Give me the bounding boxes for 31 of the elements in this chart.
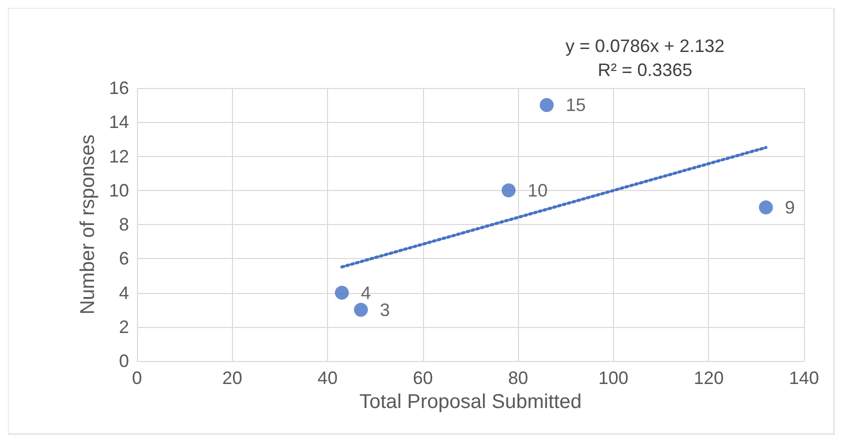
data-label: 15 — [566, 95, 586, 116]
point — [334, 286, 349, 300]
y-tick-label: 8 — [118, 214, 129, 234]
x-axis-title: Total Proposal Submitted — [359, 390, 582, 413]
x-tick-label: 140 — [788, 368, 820, 388]
y-tick-label: 2 — [118, 316, 129, 337]
y-tick-label: 10 — [108, 180, 129, 200]
text: y = 0.0786x + 2.132 — [565, 36, 725, 56]
point — [540, 98, 554, 112]
y-tick-label: 16 — [108, 78, 129, 98]
data-label: 9 — [784, 197, 795, 218]
x-tick-label: 40 — [318, 368, 338, 388]
x-tick-label: 60 — [412, 368, 433, 388]
text: R² = 0.3365 — [598, 60, 692, 80]
data-label: 3 — [380, 300, 390, 320]
x-tick-label: 100 — [598, 368, 628, 388]
x-tick-label: 0 — [132, 368, 142, 388]
data-label: 4 — [360, 282, 371, 303]
point — [502, 183, 516, 198]
x-tick-label: 80 — [508, 368, 528, 388]
data-label: 10 — [528, 180, 548, 200]
y-tick-label: 14 — [108, 112, 129, 132]
y-tick-label: 6 — [118, 248, 129, 269]
y-tick-label: 0 — [118, 351, 129, 371]
point — [758, 200, 773, 214]
x-tick-label: 20 — [222, 368, 242, 388]
y-tick-label: 12 — [108, 146, 129, 166]
y-tick-label: 4 — [118, 282, 129, 303]
y-axis-title: Number of rsponses — [77, 134, 100, 315]
point — [354, 302, 368, 317]
x-tick-label: 120 — [694, 368, 724, 388]
